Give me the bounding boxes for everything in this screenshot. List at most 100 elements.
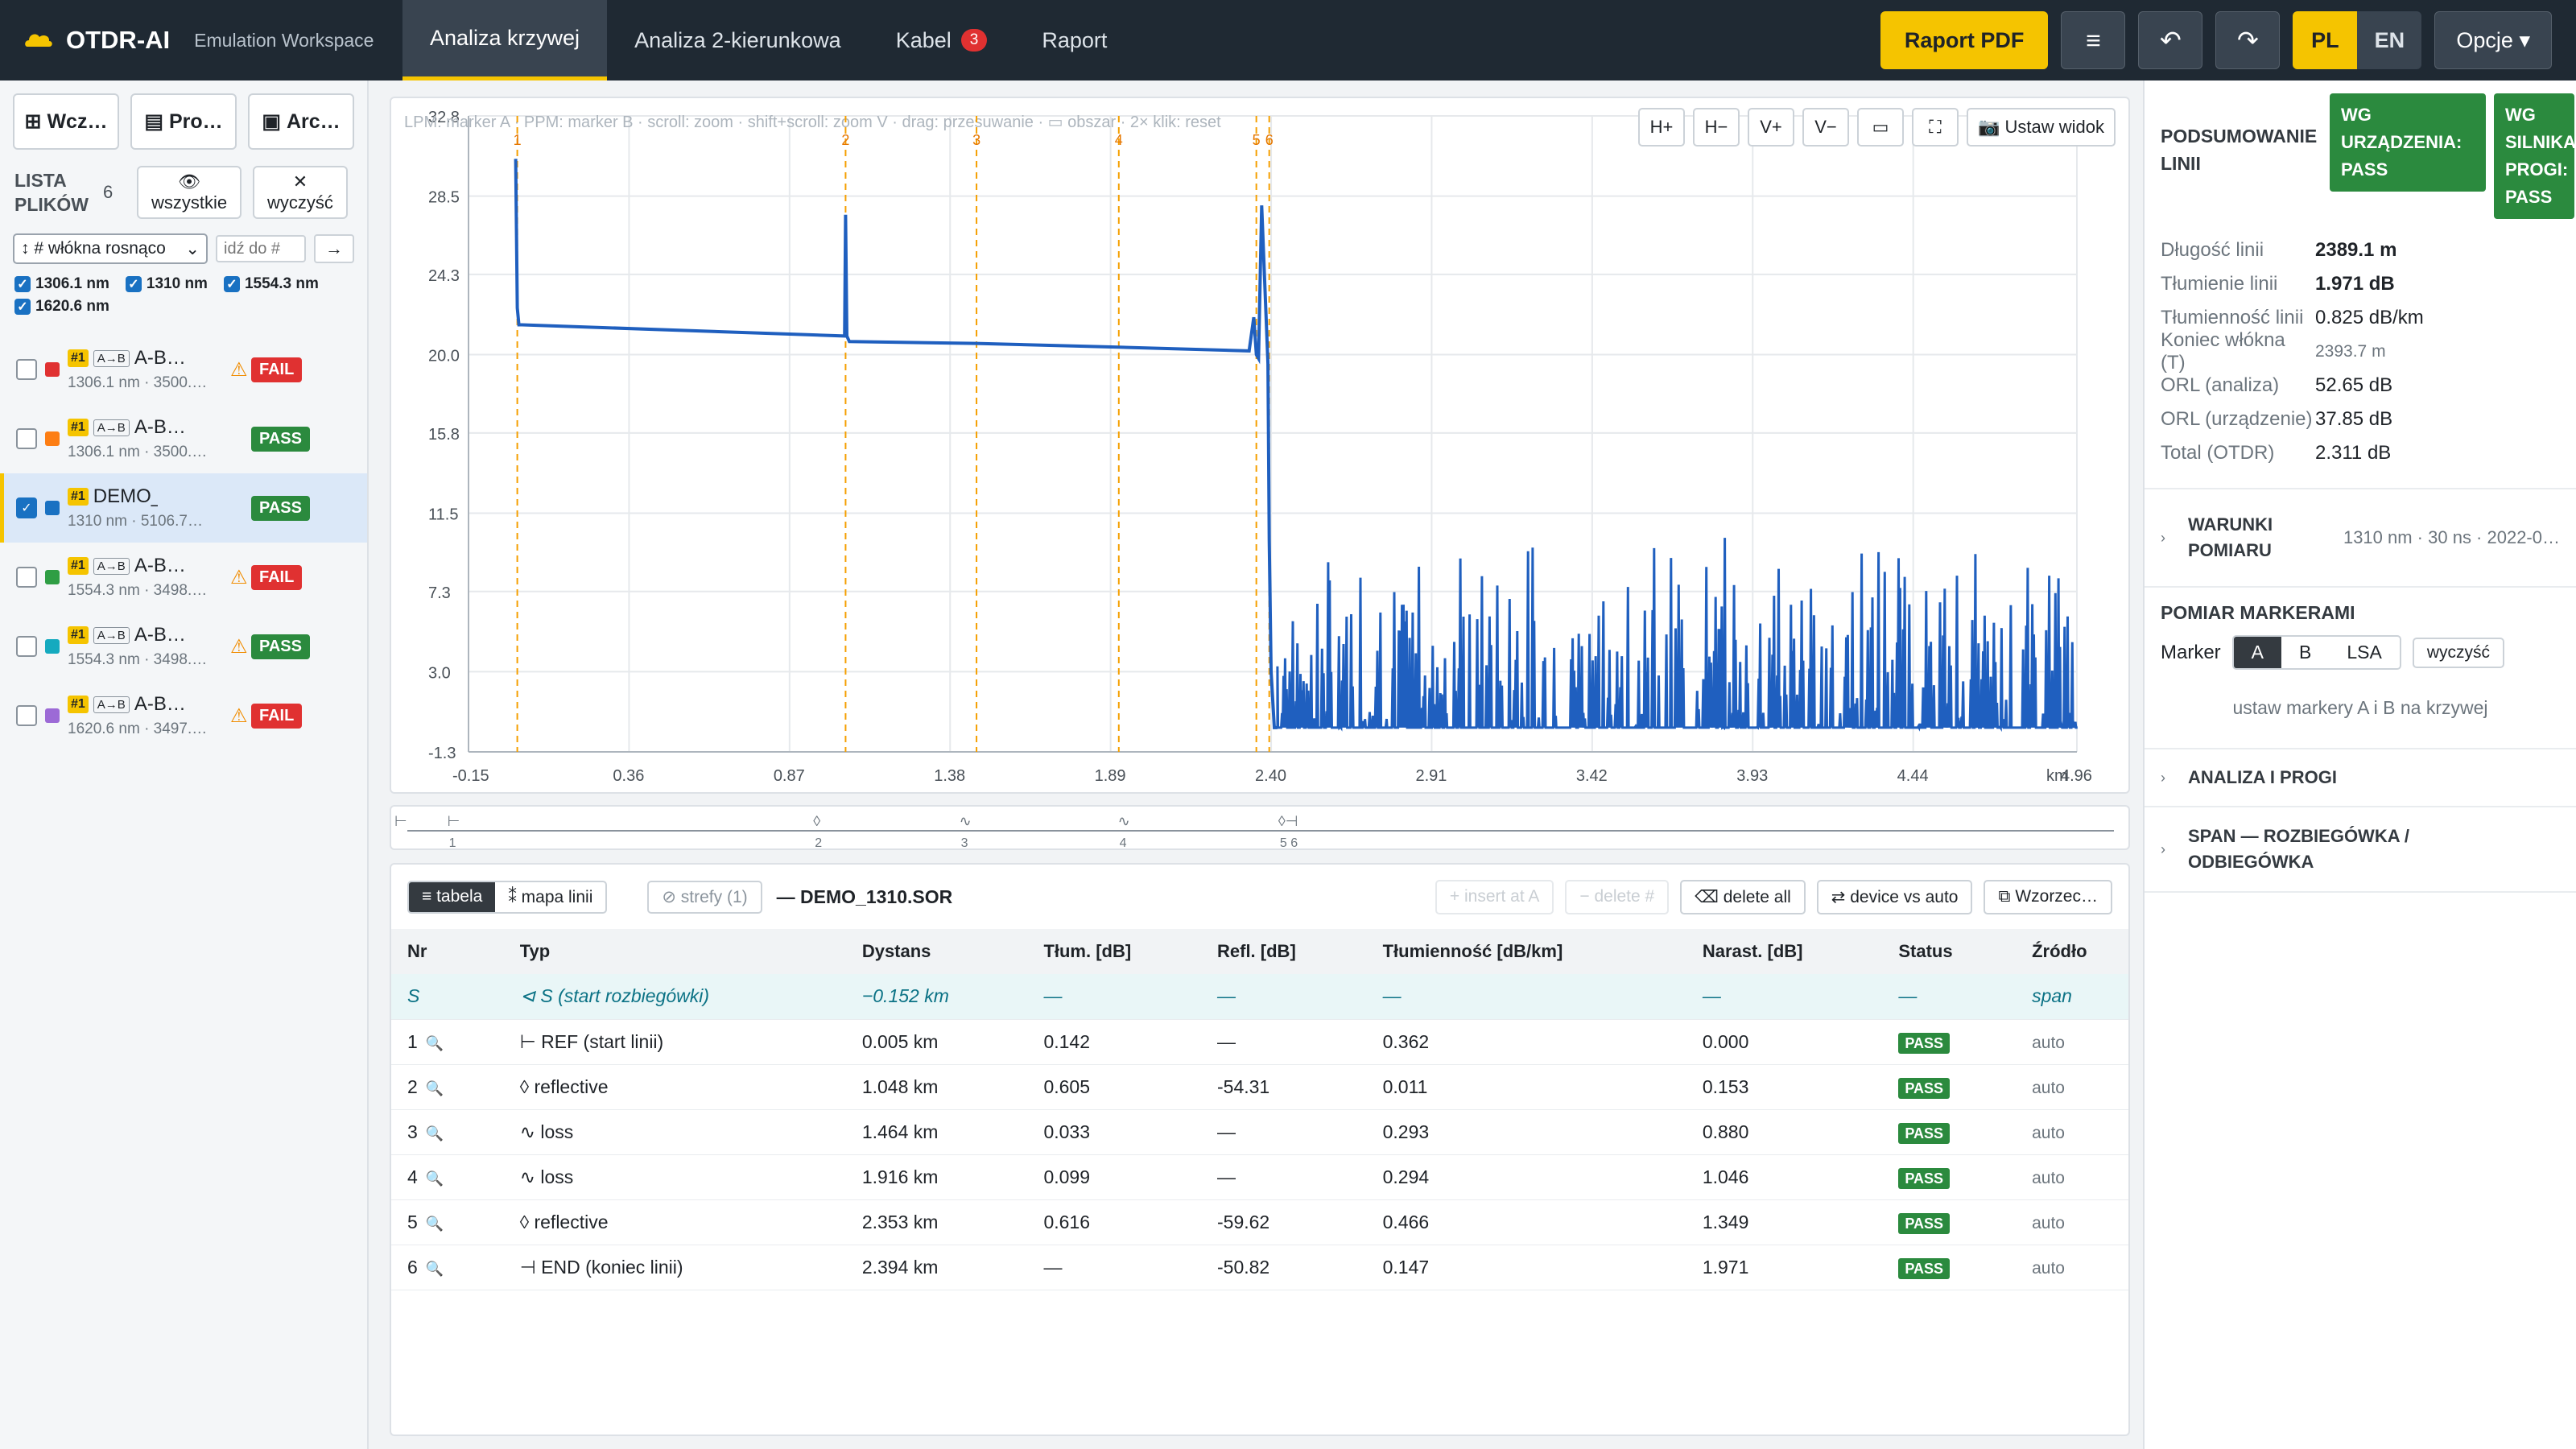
checkbox-icon[interactable]: ✓ (14, 299, 31, 315)
table-row[interactable]: 5 🔍 ◊ reflective 2.353 km 0.616 -59.62 0.466 1.… (391, 1199, 2128, 1245)
table-cell: — (1201, 1109, 1367, 1155)
minimap-event-glyph[interactable]: ◊ (813, 813, 820, 829)
insert-at-a-button[interactable]: + insert at A (1435, 879, 1554, 914)
minimap-event-label: 4 (1120, 836, 1127, 850)
file-list-item[interactable]: #1 A→B A-B… 1306.1 nm · 3500.… PASS (0, 404, 367, 473)
column-header[interactable]: Dystans (845, 929, 1028, 974)
column-header[interactable]: Źródło (2016, 929, 2128, 974)
show-all-button[interactable]: 👁 wszystkie (137, 166, 242, 219)
options-dropdown[interactable]: Opcje ▾ (2434, 11, 2552, 69)
minimap-event-glyph[interactable]: ⊢ (448, 813, 460, 829)
checkbox-icon[interactable]: ✓ (14, 276, 31, 292)
span-start-row[interactable]: S ⊲ S (start rozbiegówki) −0.152 km — — — — — sp… (391, 974, 2128, 1020)
zoom-to-event-icon[interactable]: 🔍 (425, 1260, 444, 1277)
pdf-report-button[interactable]: Raport PDF (1880, 11, 2049, 69)
area-select-icon[interactable]: ▭ (1857, 108, 1904, 147)
zoom-h-in-button[interactable]: H+ (1638, 108, 1685, 147)
zoom-v-in-button[interactable]: V+ (1748, 108, 1794, 147)
checkbox-icon[interactable]: ✓ (125, 276, 142, 292)
column-header[interactable]: Typ (503, 929, 846, 974)
lang-pl-button[interactable]: PL (2293, 11, 2358, 69)
file-list-item[interactable]: #1 A→B A-B… 1554.3 nm · 3498.… ⚠ FAIL (0, 543, 367, 612)
column-header[interactable]: Narast. [dB] (1686, 929, 1883, 974)
project-button[interactable]: ▤ Pro… (130, 93, 237, 150)
table-row[interactable]: 4 🔍 ∿ loss 1.916 km 0.099—0.294 1.046 PASS auto (391, 1154, 2128, 1200)
file-list-item[interactable]: #1 A→B A-B… 1554.3 nm · 3498.… ⚠ PASS (0, 612, 367, 681)
marker-clear-button[interactable]: wyczyść (2412, 637, 2505, 668)
zones-button[interactable]: ⊘ strefy (1) (647, 880, 762, 914)
goto-input[interactable] (216, 235, 306, 262)
minimap-event-glyph[interactable]: ◊⊣ (1278, 813, 1298, 829)
column-header[interactable]: Refl. [dB] (1201, 929, 1367, 974)
wavelength-filter[interactable]: ✓ 1306.1 nm (14, 275, 109, 293)
table-row[interactable]: 2 🔍 ◊ reflective 1.048 km 0.605 -54.31 0.011 0.… (391, 1064, 2128, 1110)
zoom-to-event-icon[interactable]: 🔍 (425, 1034, 444, 1051)
wavelength-filter[interactable]: ✓ 1554.3 nm (223, 275, 319, 293)
checkbox-icon[interactable]: ✓ (16, 497, 37, 518)
delete-event-button[interactable]: − delete # (1565, 879, 1670, 914)
marker-lsa-button[interactable]: LSA (2347, 642, 2382, 663)
wavelength-filter[interactable]: ✓ 1310 nm (125, 275, 208, 293)
marker-a-button[interactable]: A (2233, 637, 2282, 668)
file-list-item[interactable]: #1 A→B A-B… 1620.6 nm · 3497.… ⚠ FAIL (0, 681, 367, 750)
summary-row: Tłumienność linii 0.825 dB/km (2161, 301, 2560, 335)
checkbox-icon[interactable] (16, 359, 37, 380)
checkbox-icon[interactable] (16, 567, 37, 588)
tab-analiza-2-kierunkowa[interactable]: Analiza 2-kierunkowa (607, 0, 869, 80)
otdr-trace-chart[interactable]: -1.3 3.0 7.3 11.5 15.8 20.0 24.3 28.5 32.8 -0.15 0… (391, 98, 2132, 795)
tab-kabel[interactable]: Kabel 3 (869, 0, 1015, 80)
patterns-button[interactable]: ⧉ Wzorzec… (1984, 879, 2112, 914)
table-view-button[interactable]: ≡ tabela (409, 881, 496, 912)
analysis-accordion[interactable]: › ANALIZA I PROGI (2145, 749, 2576, 806)
column-header[interactable]: Tłumienność [dB/km] (1366, 929, 1686, 974)
sort-select[interactable]: ↕ # włókna rosnąco ⌄ (13, 233, 208, 264)
fullscreen-icon[interactable]: ⛶ (1912, 108, 1959, 147)
lang-en-button[interactable]: EN (2357, 11, 2422, 69)
conditions-accordion[interactable]: › WARUNKI POMIARU 1310 nm · 30 ns · 2022… (2145, 489, 2576, 586)
project-label: Pro… (168, 109, 223, 133)
set-view-button[interactable]: 📷 Ustaw widok (1967, 108, 2116, 147)
minimap-event-glyph[interactable]: ∿ (1118, 813, 1130, 829)
status-badge: PASS (1898, 1257, 1951, 1279)
open-button[interactable]: ⊞ Wcz… (13, 93, 119, 150)
checkbox-icon[interactable]: ✓ (223, 276, 240, 292)
checkbox-icon[interactable] (16, 428, 37, 449)
archive-button[interactable]: ▣ Arc… (248, 93, 354, 150)
zoom-h-out-button[interactable]: H− (1693, 108, 1740, 147)
marker-b-button[interactable]: B (2299, 642, 2312, 663)
zoom-to-event-icon[interactable]: 🔍 (425, 1080, 444, 1096)
menu-icon[interactable]: ≡ (2061, 11, 2126, 69)
tab-raport[interactable]: Raport (1014, 0, 1134, 80)
table-cell: 1.464 km (845, 1109, 1028, 1155)
zoom-v-out-button[interactable]: V− (1802, 108, 1849, 147)
minimap-event-glyph[interactable]: ∿ (960, 813, 972, 829)
table-row[interactable]: 6 🔍 ⊣ END (koniec linii) 2.394 km — -50.82 0.1… (391, 1245, 2128, 1290)
wavelength-filter[interactable]: ✓ 1620.6 nm (14, 298, 109, 316)
table-row[interactable]: 1 🔍 ⊢ REF (start linii) 0.005 km 0.142—0.362… (391, 1019, 2128, 1065)
undo-icon[interactable]: ↶ (2138, 11, 2203, 69)
clear-button[interactable]: ✕ wyczyść (253, 166, 348, 219)
checkbox-icon[interactable] (16, 705, 37, 726)
line-map-view-button[interactable]: ⁑ mapa linii (508, 887, 593, 906)
zoom-to-event-icon[interactable]: 🔍 (425, 1215, 444, 1232)
zoom-to-event-icon[interactable]: 🔍 (425, 1125, 444, 1141)
zoom-to-event-icon[interactable]: 🔍 (425, 1170, 444, 1187)
file-list-item[interactable]: #1 A→B A-B… 1306.1 nm · 3500.… ⚠ FAIL (0, 335, 367, 404)
y-tick-label: 11.5 (428, 506, 458, 523)
column-header[interactable]: Tłum. [dB] (1027, 929, 1201, 974)
minimap-svg[interactable]: ⊢ ⊢ 1 ◊ 2 ∿ 3 ∿ 4 ◊⊣ 5 6 (391, 807, 2132, 852)
device-vs-auto-button[interactable]: ⇄ device vs auto (1816, 879, 1973, 914)
column-header[interactable]: Status (1882, 929, 2017, 974)
goto-button[interactable]: → (314, 234, 354, 263)
checkbox-icon[interactable] (16, 636, 37, 657)
trace-chart-panel[interactable]: -1.3 3.0 7.3 11.5 15.8 20.0 24.3 28.5 32.8 -0.15 0… (390, 97, 2130, 794)
span-accordion[interactable]: › SPAN — ROZBIEGÓWKA / ODBIEGÓWKA (2145, 807, 2576, 891)
redo-icon[interactable]: ↷ (2215, 11, 2281, 69)
tab-analiza-krzywej[interactable]: Analiza krzywej (402, 0, 608, 80)
delete-all-button[interactable]: ⌫ delete all (1680, 879, 1806, 914)
file-name: DEMO_13… (93, 485, 158, 507)
event-minimap[interactable]: ⊢ ⊢ 1 ◊ 2 ∿ 3 ∿ 4 ◊⊣ 5 6 (390, 805, 2130, 850)
column-header[interactable]: Nr (391, 929, 504, 974)
table-row[interactable]: 3 🔍 ∿ loss 1.464 km 0.033—0.293 0.880 PASS auto (391, 1109, 2128, 1155)
